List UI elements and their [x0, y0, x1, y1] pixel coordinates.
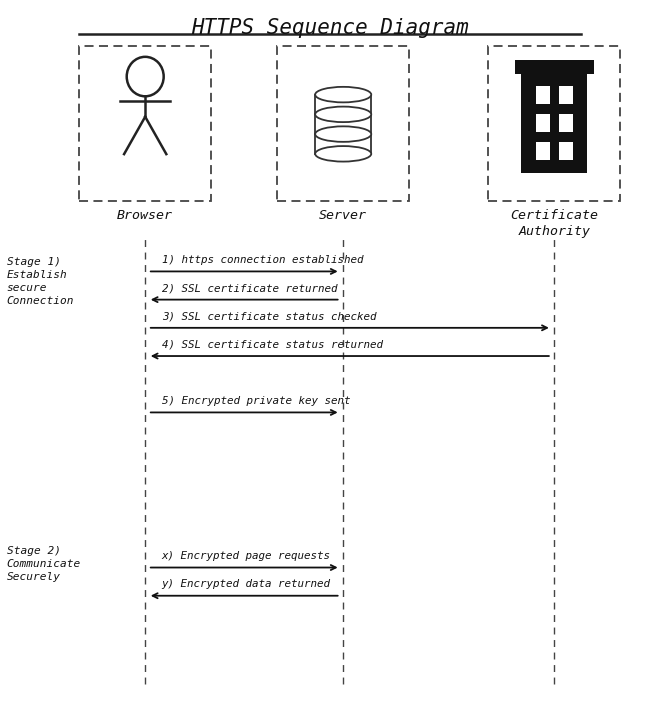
Text: 2) SSL certificate returned: 2) SSL certificate returned: [162, 283, 337, 293]
Bar: [536, 86, 550, 104]
Bar: [79, 46, 211, 201]
Ellipse shape: [315, 126, 371, 142]
Bar: [515, 61, 594, 75]
Text: Stage 1)
Establish
secure
Connection: Stage 1) Establish secure Connection: [7, 257, 74, 306]
Bar: [559, 114, 573, 133]
Text: Server: Server: [319, 209, 367, 222]
Bar: [521, 75, 587, 173]
Bar: [536, 142, 550, 161]
Text: 4) SSL certificate status returned: 4) SSL certificate status returned: [162, 340, 383, 350]
Ellipse shape: [315, 87, 371, 102]
Bar: [559, 142, 573, 161]
Text: x) Encrypted page requests: x) Encrypted page requests: [162, 551, 331, 561]
Text: y) Encrypted data returned: y) Encrypted data returned: [162, 580, 331, 589]
Text: Browser: Browser: [117, 209, 173, 222]
Text: Stage 2)
Communicate
Securely: Stage 2) Communicate Securely: [7, 546, 81, 582]
Ellipse shape: [315, 146, 371, 161]
Text: 1) https connection established: 1) https connection established: [162, 255, 363, 265]
Text: 5) Encrypted private key sent: 5) Encrypted private key sent: [162, 396, 350, 406]
Bar: [559, 86, 573, 104]
Bar: [277, 46, 409, 201]
Text: HTTPS Sequence Diagram: HTTPS Sequence Diagram: [191, 18, 469, 37]
Bar: [536, 114, 550, 133]
Bar: [488, 46, 620, 201]
Text: 3) SSL certificate status checked: 3) SSL certificate status checked: [162, 312, 376, 321]
Text: Certificate
Authority: Certificate Authority: [510, 209, 599, 238]
Ellipse shape: [315, 106, 371, 122]
